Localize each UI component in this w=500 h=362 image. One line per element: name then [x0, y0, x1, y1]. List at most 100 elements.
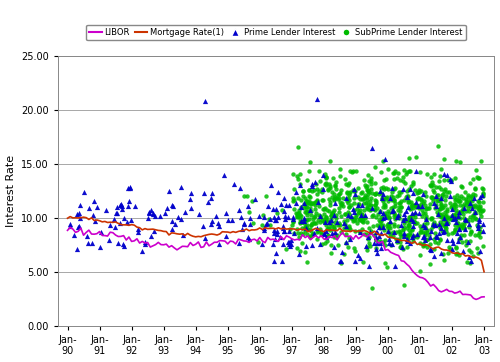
Point: [302, 212, 310, 218]
Point: [350, 200, 358, 206]
Point: [334, 242, 342, 248]
Point: [478, 221, 486, 227]
Point: [144, 209, 152, 215]
Point: [270, 206, 278, 211]
Point: [336, 199, 344, 205]
Point: [399, 178, 407, 184]
Point: [438, 211, 446, 216]
Point: [416, 197, 424, 202]
Point: [426, 215, 434, 221]
Point: [472, 167, 480, 173]
Point: [404, 204, 412, 210]
Point: [437, 195, 445, 201]
Point: [420, 225, 428, 231]
Point: [444, 220, 452, 226]
Point: [400, 230, 408, 236]
Point: [408, 210, 416, 216]
Point: [214, 220, 222, 226]
Point: [316, 213, 324, 219]
Point: [328, 211, 336, 217]
Point: [367, 181, 375, 187]
Point: [474, 224, 482, 230]
Point: [314, 228, 322, 234]
Point: [426, 182, 434, 188]
Point: [422, 211, 430, 216]
Point: [238, 226, 246, 232]
Point: [366, 202, 374, 208]
Point: [266, 216, 274, 222]
Point: [364, 188, 372, 193]
Point: [434, 240, 442, 246]
Point: [365, 235, 373, 240]
Point: [424, 220, 432, 226]
Point: [312, 207, 320, 212]
Point: [200, 190, 208, 195]
Point: [330, 191, 338, 197]
Point: [440, 210, 448, 215]
Point: [446, 189, 454, 195]
Point: [399, 226, 407, 232]
Point: [430, 219, 438, 225]
Point: [465, 247, 473, 253]
Point: [301, 224, 309, 230]
Point: [379, 239, 387, 245]
Point: [424, 236, 432, 241]
Point: [343, 190, 351, 196]
Point: [149, 210, 157, 216]
Point: [286, 243, 294, 249]
Point: [444, 250, 452, 256]
Point: [240, 193, 248, 199]
Point: [465, 254, 473, 260]
Point: [392, 176, 400, 181]
Point: [372, 222, 380, 227]
Point: [315, 188, 323, 194]
Point: [449, 206, 457, 212]
Point: [125, 198, 133, 204]
Point: [414, 234, 422, 240]
Point: [356, 207, 364, 212]
Point: [446, 176, 454, 182]
Point: [269, 241, 277, 247]
Point: [290, 198, 298, 204]
Point: [448, 206, 456, 212]
Point: [444, 172, 452, 178]
Point: [321, 240, 329, 246]
Point: [340, 220, 348, 226]
Point: [323, 226, 331, 232]
Point: [315, 203, 323, 209]
Point: [342, 223, 350, 229]
Point: [396, 198, 404, 204]
Point: [362, 204, 370, 210]
Point: [332, 186, 340, 192]
Point: [382, 156, 390, 162]
Point: [354, 201, 362, 207]
Point: [338, 213, 345, 219]
Point: [414, 189, 422, 195]
Point: [384, 166, 392, 172]
Point: [289, 218, 297, 224]
Point: [304, 226, 312, 231]
Point: [344, 212, 352, 218]
Point: [430, 236, 438, 242]
Point: [258, 222, 266, 228]
Point: [298, 225, 306, 231]
Point: [416, 269, 424, 274]
Point: [464, 259, 471, 265]
Point: [371, 207, 379, 213]
Point: [312, 213, 320, 219]
Point: [379, 210, 387, 216]
Point: [376, 225, 384, 231]
Point: [359, 259, 367, 265]
Point: [296, 216, 304, 222]
Point: [436, 173, 444, 179]
Point: [396, 244, 404, 249]
Point: [468, 205, 476, 211]
Point: [358, 227, 366, 232]
Point: [406, 240, 414, 246]
Point: [446, 216, 454, 222]
Point: [378, 190, 386, 196]
Point: [116, 220, 124, 226]
Point: [377, 245, 385, 251]
Point: [328, 242, 336, 248]
Point: [471, 232, 479, 237]
